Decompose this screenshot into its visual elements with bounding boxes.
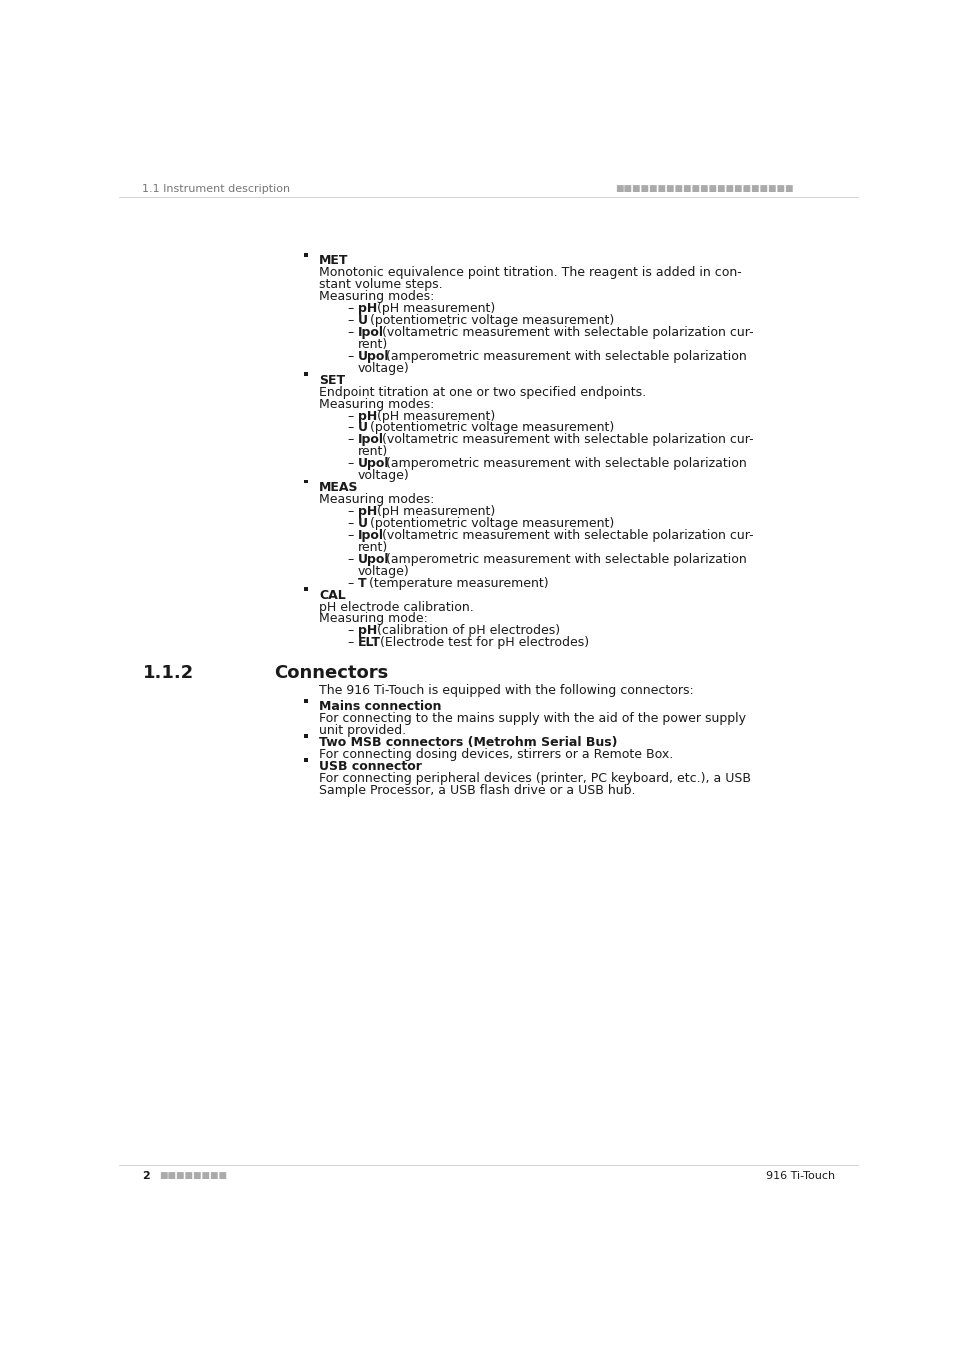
Text: (Electrode test for pH electrodes): (Electrode test for pH electrodes)	[375, 636, 588, 649]
Text: (pH measurement): (pH measurement)	[373, 302, 495, 315]
Text: MEAS: MEAS	[319, 481, 358, 494]
Bar	[303, 479, 307, 483]
Text: Ipol: Ipol	[357, 529, 383, 541]
Text: –: –	[348, 325, 354, 339]
Text: Monotonic equivalence point titration. The reagent is added in con-: Monotonic equivalence point titration. T…	[319, 266, 741, 279]
Text: stant volume steps.: stant volume steps.	[319, 278, 442, 292]
Text: pH electrode calibration.: pH electrode calibration.	[319, 601, 474, 613]
Bar	[303, 587, 307, 591]
Text: ELT: ELT	[357, 636, 380, 649]
Text: 2: 2	[142, 1170, 150, 1181]
Text: voltage): voltage)	[357, 470, 409, 482]
Bar	[303, 252, 307, 256]
Text: Connectors: Connectors	[274, 664, 388, 682]
Text: (voltametric measurement with selectable polarization cur-: (voltametric measurement with selectable…	[377, 325, 753, 339]
Text: (amperometric measurement with selectable polarization: (amperometric measurement with selectabl…	[382, 552, 746, 566]
Bar	[303, 734, 307, 738]
Text: –: –	[348, 625, 354, 637]
Text: (voltametric measurement with selectable polarization cur-: (voltametric measurement with selectable…	[377, 433, 753, 447]
Text: Measuring modes:: Measuring modes:	[319, 493, 435, 506]
Text: –: –	[348, 529, 354, 541]
Text: pH: pH	[357, 302, 376, 315]
Text: voltage): voltage)	[357, 362, 409, 375]
Text: voltage): voltage)	[357, 564, 409, 578]
Text: –: –	[348, 350, 354, 363]
Text: Measuring modes:: Measuring modes:	[319, 398, 435, 410]
Text: (potentiometric voltage measurement): (potentiometric voltage measurement)	[365, 315, 614, 327]
Text: (amperometric measurement with selectable polarization: (amperometric measurement with selectabl…	[382, 458, 746, 470]
Text: ■■■■■■■■: ■■■■■■■■	[159, 1170, 228, 1180]
Text: –: –	[348, 421, 354, 435]
Text: 1.1.2: 1.1.2	[142, 664, 193, 682]
Text: Upol: Upol	[357, 350, 389, 363]
Bar	[303, 759, 307, 763]
Text: –: –	[348, 409, 354, 423]
Text: (temperature measurement): (temperature measurement)	[364, 576, 548, 590]
Text: (amperometric measurement with selectable polarization: (amperometric measurement with selectabl…	[382, 350, 746, 363]
Text: rent): rent)	[357, 446, 388, 459]
Text: Endpoint titration at one or two specified endpoints.: Endpoint titration at one or two specifi…	[319, 386, 645, 398]
Text: 1.1 Instrument description: 1.1 Instrument description	[142, 184, 291, 193]
Bar	[303, 699, 307, 702]
Text: For connecting peripheral devices (printer, PC keyboard, etc.), a USB: For connecting peripheral devices (print…	[319, 772, 750, 784]
Text: Measuring modes:: Measuring modes:	[319, 290, 435, 304]
Text: rent): rent)	[357, 541, 388, 554]
Text: (calibration of pH electrodes): (calibration of pH electrodes)	[373, 625, 559, 637]
Text: pH: pH	[357, 505, 376, 518]
Text: Upol: Upol	[357, 552, 389, 566]
Text: Two MSB connectors (Metrohm Serial Bus): Two MSB connectors (Metrohm Serial Bus)	[319, 736, 617, 749]
Text: SET: SET	[319, 374, 345, 386]
Text: (pH measurement): (pH measurement)	[373, 409, 495, 423]
Text: (potentiometric voltage measurement): (potentiometric voltage measurement)	[365, 421, 614, 435]
Text: ■■■■■■■■■■■■■■■■■■■■■: ■■■■■■■■■■■■■■■■■■■■■	[615, 184, 793, 193]
Text: pH: pH	[357, 409, 376, 423]
Text: Upol: Upol	[357, 458, 389, 470]
Text: –: –	[348, 458, 354, 470]
Text: Measuring mode:: Measuring mode:	[319, 613, 428, 625]
Text: 916 Ti-Touch: 916 Ti-Touch	[765, 1170, 835, 1181]
Text: –: –	[348, 636, 354, 649]
Text: –: –	[348, 302, 354, 315]
Bar	[303, 373, 307, 377]
Text: pH: pH	[357, 625, 376, 637]
Text: (potentiometric voltage measurement): (potentiometric voltage measurement)	[365, 517, 614, 531]
Text: For connecting dosing devices, stirrers or a Remote Box.: For connecting dosing devices, stirrers …	[319, 748, 673, 761]
Text: –: –	[348, 433, 354, 447]
Text: The 916 Ti-Touch is equipped with the following connectors:: The 916 Ti-Touch is equipped with the fo…	[319, 683, 693, 697]
Text: Ipol: Ipol	[357, 325, 383, 339]
Text: U: U	[357, 315, 368, 327]
Text: For connecting to the mains supply with the aid of the power supply: For connecting to the mains supply with …	[319, 713, 745, 725]
Text: Sample Processor, a USB flash drive or a USB hub.: Sample Processor, a USB flash drive or a…	[319, 784, 635, 796]
Text: –: –	[348, 315, 354, 327]
Text: T: T	[357, 576, 366, 590]
Text: –: –	[348, 552, 354, 566]
Text: USB connector: USB connector	[319, 760, 421, 774]
Text: U: U	[357, 421, 368, 435]
Text: –: –	[348, 505, 354, 518]
Text: (voltametric measurement with selectable polarization cur-: (voltametric measurement with selectable…	[377, 529, 753, 541]
Text: –: –	[348, 517, 354, 531]
Text: Mains connection: Mains connection	[319, 701, 441, 713]
Text: U: U	[357, 517, 368, 531]
Text: unit provided.: unit provided.	[319, 724, 406, 737]
Text: MET: MET	[319, 254, 349, 267]
Text: (pH measurement): (pH measurement)	[373, 505, 495, 518]
Text: –: –	[348, 576, 354, 590]
Text: rent): rent)	[357, 338, 388, 351]
Text: CAL: CAL	[319, 589, 346, 602]
Text: Ipol: Ipol	[357, 433, 383, 447]
